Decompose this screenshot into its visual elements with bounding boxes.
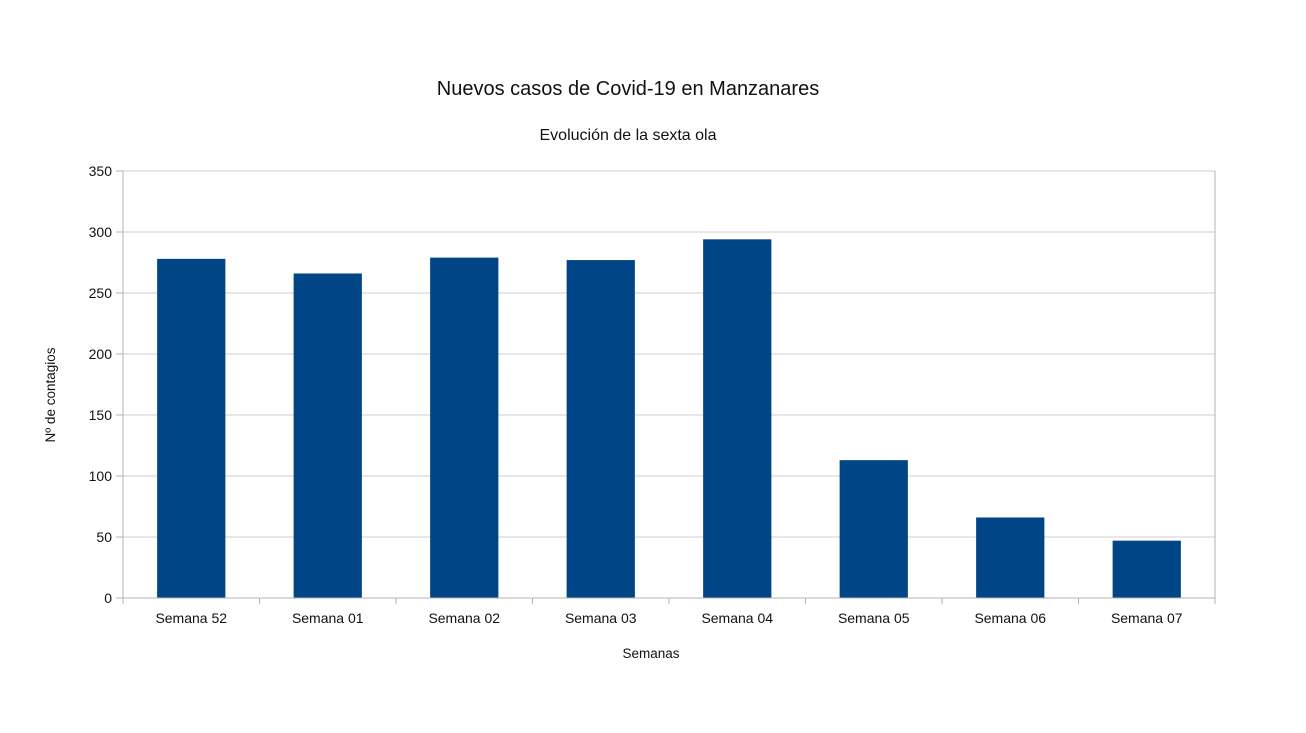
x-tick-label: Semana 06 (974, 610, 1046, 626)
bar (976, 517, 1045, 598)
y-axis-ticks: 0 50 100 150 200 250 300 350 (89, 163, 123, 606)
bar (157, 258, 226, 598)
y-tick-label: 0 (104, 590, 112, 606)
gridlines (123, 170, 1215, 538)
x-tick-label: Semana 03 (565, 610, 637, 626)
bar (703, 239, 772, 598)
y-tick-label: 50 (96, 529, 112, 545)
x-tick-label: Semana 01 (292, 610, 364, 626)
x-tick-label: Semana 07 (1111, 610, 1183, 626)
bar (430, 257, 499, 598)
bar (566, 260, 635, 598)
chart-subtitle: Evolución de la sexta ola (540, 127, 717, 144)
y-tick-label: 150 (89, 407, 113, 423)
y-tick-label: 100 (89, 468, 113, 484)
y-tick-label: 300 (89, 224, 113, 240)
y-tick-label: 250 (89, 285, 113, 301)
x-axis-ticks: Semana 52 Semana 01 Semana 02 Semana 03 Sema… (122, 598, 1216, 626)
chart-title: Nuevos casos de Covid-19 en Manzanares (437, 78, 819, 100)
x-tick-label: Semana 04 (701, 610, 773, 626)
bars (157, 239, 1181, 598)
bar (839, 460, 908, 598)
x-axis-title: Semanas (622, 646, 679, 661)
y-axis-title: Nº de contagios (43, 347, 58, 442)
bar (1112, 540, 1181, 598)
y-tick-label: 350 (89, 163, 113, 179)
x-tick-label: Semana 52 (155, 610, 227, 626)
y-tick-label: 200 (89, 346, 113, 362)
x-tick-label: Semana 05 (838, 610, 910, 626)
bar (293, 273, 362, 598)
axes (122, 171, 1216, 599)
x-tick-label: Semana 02 (428, 610, 500, 626)
